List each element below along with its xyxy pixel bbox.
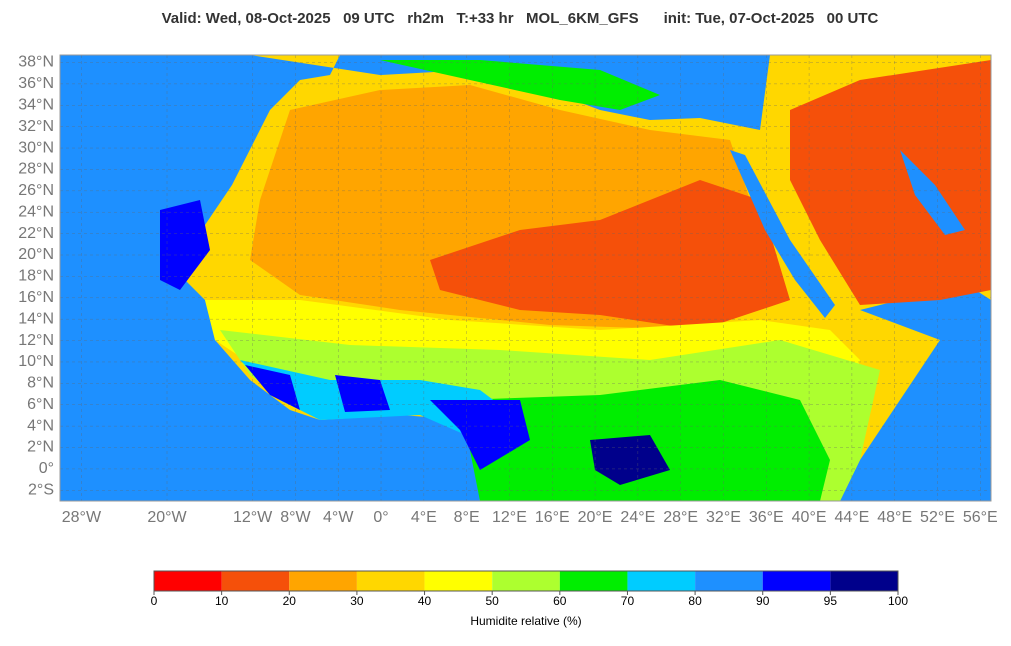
x-tick-label: 0° bbox=[373, 509, 388, 526]
field-blue bbox=[245, 365, 300, 410]
x-tick-label: 4°E bbox=[411, 509, 437, 526]
colorbar-swatch bbox=[830, 571, 898, 591]
field-blue bbox=[335, 375, 390, 412]
y-tick-label: 16°N bbox=[18, 289, 54, 306]
red-sea bbox=[730, 150, 835, 318]
colorbar-swatch bbox=[289, 571, 357, 591]
x-tick-label: 36°E bbox=[749, 509, 784, 526]
y-tick-label: 20°N bbox=[18, 246, 54, 263]
colorbar-label: Humidite relative (%) bbox=[470, 614, 581, 628]
colorbar-frame bbox=[153, 570, 899, 592]
colorbar-swatch bbox=[762, 571, 831, 591]
x-tick-label: 24°E bbox=[620, 509, 655, 526]
x-tick-label: 44°E bbox=[834, 509, 869, 526]
tick-labels: 38°N 36°N 34°N 32°N 30°N 28°N 26°N 24°N 22°N 20°N… bbox=[18, 54, 997, 527]
colorbar-tick-label: 95 bbox=[824, 594, 838, 608]
y-tick-label: 22°N bbox=[18, 225, 54, 242]
colorbar-tick-label: 20 bbox=[283, 594, 297, 608]
x-tick-label: 20°W bbox=[147, 509, 187, 526]
x-tick-label: 40°E bbox=[792, 509, 827, 526]
y-tick-label: 24°N bbox=[18, 203, 54, 220]
colorbar-tick-label: 100 bbox=[888, 594, 908, 608]
y-tick-label: 8°N bbox=[27, 375, 54, 392]
y-tick-label: 34°N bbox=[18, 96, 54, 113]
x-tick-label: 12°E bbox=[492, 509, 527, 526]
colorbar-tick-label: 70 bbox=[621, 594, 635, 608]
y-tick-label: 6°N bbox=[27, 396, 54, 413]
y-tick-label: 26°N bbox=[18, 182, 54, 199]
persian-gulf bbox=[900, 150, 965, 235]
colorbar-tick-label: 60 bbox=[553, 594, 567, 608]
x-tick-label: 28°E bbox=[663, 509, 698, 526]
colorbar-tick-label: 40 bbox=[418, 594, 432, 608]
y-tick-label: 32°N bbox=[18, 118, 54, 135]
y-tick-label: 14°N bbox=[18, 310, 54, 327]
y-tick-label: 10°N bbox=[18, 353, 54, 370]
y-tick-label: 30°N bbox=[18, 139, 54, 156]
graticule bbox=[60, 55, 991, 501]
field-red bbox=[790, 60, 991, 305]
x-tick-label: 32°E bbox=[706, 509, 741, 526]
x-tick-label: 8°E bbox=[454, 509, 480, 526]
plot-frame bbox=[59, 54, 992, 502]
y-tick-label: 38°N bbox=[18, 54, 54, 71]
colorbar-tick-label: 10 bbox=[215, 594, 229, 608]
field-blue bbox=[430, 400, 530, 470]
colorbar-swatch bbox=[221, 571, 290, 591]
y-tick-label: 0° bbox=[39, 460, 54, 477]
x-tick-label: 20°E bbox=[578, 509, 613, 526]
x-tick-label: 48°E bbox=[877, 509, 912, 526]
colorbar-tick-label: 0 bbox=[151, 594, 158, 608]
y-tick-label: 28°N bbox=[18, 161, 54, 178]
colorbar-swatch bbox=[492, 571, 560, 591]
colorbar-swatch bbox=[627, 571, 696, 591]
x-tick-label: 52°E bbox=[920, 509, 955, 526]
y-tick-label: 2°N bbox=[27, 439, 54, 456]
colorbar-tick-label: 90 bbox=[756, 594, 770, 608]
colorbar: Humidite relative (%) 0 10 20 30 40 50 60 70 80 9… bbox=[151, 570, 908, 628]
colorbar-swatch bbox=[559, 571, 628, 591]
colorbar-tick-label: 30 bbox=[350, 594, 364, 608]
y-tick-label: 12°N bbox=[18, 332, 54, 349]
field-blue bbox=[160, 200, 210, 290]
colorbar-swatch bbox=[424, 571, 493, 591]
y-tick-label: 36°N bbox=[18, 75, 54, 92]
x-tick-label: 16°E bbox=[535, 509, 570, 526]
chart-title: Valid: Wed, 08-Oct-2025 09 UTC rh2m T:+3… bbox=[162, 10, 879, 27]
colorbar-swatch bbox=[356, 571, 425, 591]
field-green bbox=[380, 60, 660, 110]
x-tick-label: 8°W bbox=[280, 509, 311, 526]
colorbar-tick-label: 80 bbox=[688, 594, 702, 608]
x-tick-label: 56°E bbox=[963, 509, 998, 526]
y-tick-label: 4°N bbox=[27, 417, 54, 434]
colorbar-tick-label: 50 bbox=[486, 594, 500, 608]
map-field bbox=[60, 55, 991, 501]
colorbar-swatch bbox=[695, 571, 763, 591]
x-tick-label: 12°W bbox=[233, 509, 273, 526]
y-tick-label: 18°N bbox=[18, 268, 54, 285]
x-tick-label: 4°W bbox=[323, 509, 354, 526]
x-tick-label: 28°W bbox=[62, 509, 102, 526]
y-tick-label: 2°S bbox=[28, 482, 54, 499]
field-red bbox=[430, 180, 790, 330]
colorbar-swatch bbox=[154, 571, 222, 591]
